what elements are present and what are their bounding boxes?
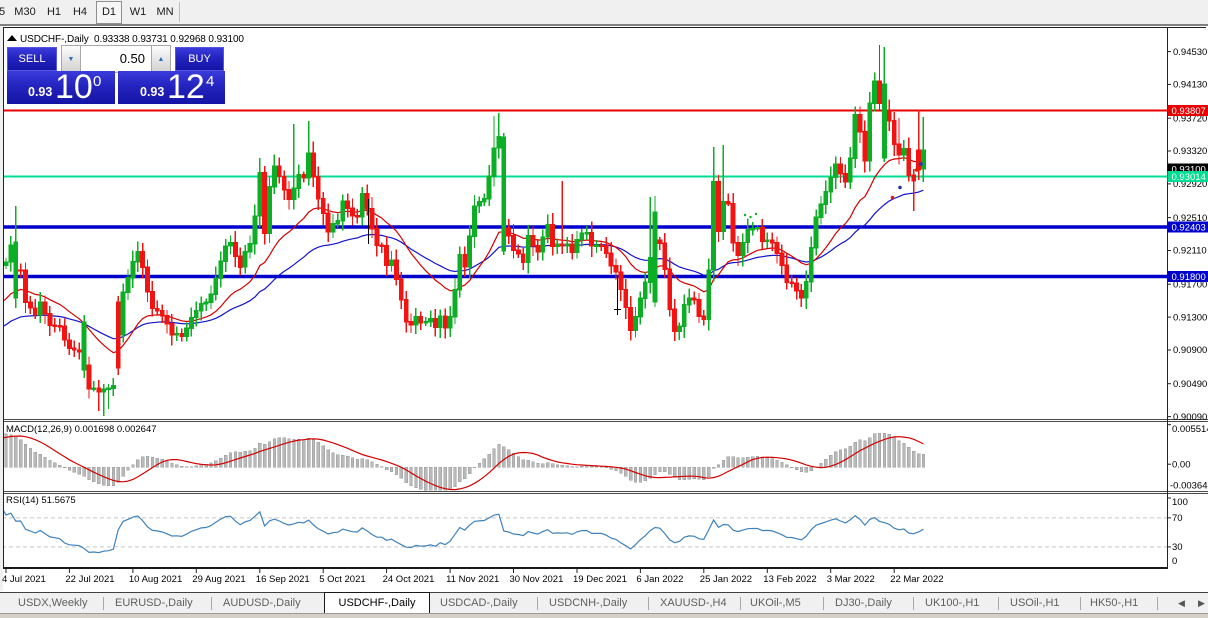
svg-text:0.92510: 0.92510 — [1173, 213, 1207, 224]
svg-text:0.93720: 0.93720 — [1173, 113, 1207, 124]
svg-text:3 Mar 2022: 3 Mar 2022 — [827, 574, 875, 585]
svg-text:0.91800: 0.91800 — [1172, 272, 1206, 283]
svg-text:0.91700: 0.91700 — [1173, 279, 1207, 290]
svg-text:6 Jan 2022: 6 Jan 2022 — [636, 574, 683, 585]
svg-text:0.92110: 0.92110 — [1173, 246, 1207, 257]
svg-text:0.92403: 0.92403 — [1172, 222, 1206, 233]
svg-text:22 Mar 2022: 22 Mar 2022 — [890, 574, 943, 585]
svg-text:5 Oct 2021: 5 Oct 2021 — [319, 574, 365, 585]
svg-text:24 Oct 2021: 24 Oct 2021 — [383, 574, 435, 585]
svg-text:0.93320: 0.93320 — [1173, 146, 1207, 157]
svg-text:0.90090: 0.90090 — [1173, 412, 1207, 423]
svg-text:0.005514: 0.005514 — [1172, 424, 1208, 435]
svg-text:0.90490: 0.90490 — [1173, 379, 1207, 390]
svg-text:13 Feb 2022: 13 Feb 2022 — [763, 574, 816, 585]
svg-text:29 Aug 2021: 29 Aug 2021 — [192, 574, 245, 585]
svg-text:16 Sep 2021: 16 Sep 2021 — [256, 574, 310, 585]
svg-text:30 Nov 2021: 30 Nov 2021 — [510, 574, 564, 585]
svg-text:25 Jan 2022: 25 Jan 2022 — [700, 574, 752, 585]
svg-text:0.91300: 0.91300 — [1173, 312, 1207, 323]
svg-text:-0.003642: -0.003642 — [1170, 480, 1208, 491]
svg-text:30: 30 — [1172, 542, 1183, 553]
svg-text:0.92920: 0.92920 — [1173, 179, 1207, 190]
svg-text:RSI(14) 51.5675: RSI(14) 51.5675 — [6, 495, 76, 506]
svg-text:11 Nov 2021: 11 Nov 2021 — [446, 574, 499, 585]
svg-text:19 Dec 2021: 19 Dec 2021 — [573, 574, 627, 585]
svg-text:0.93014: 0.93014 — [1172, 172, 1206, 183]
svg-text:0.94530: 0.94530 — [1173, 47, 1207, 58]
svg-text:0.00: 0.00 — [1172, 459, 1191, 470]
svg-text:70: 70 — [1172, 513, 1183, 524]
svg-text:10 Aug 2021: 10 Aug 2021 — [129, 574, 182, 585]
svg-text:MACD(12,26,9) 0.001698 0.00264: MACD(12,26,9) 0.001698 0.002647 — [6, 424, 157, 435]
svg-text:0.93100: 0.93100 — [1172, 164, 1206, 175]
svg-text:0.94130: 0.94130 — [1173, 80, 1207, 91]
svg-text:0: 0 — [1172, 556, 1177, 567]
svg-text:4 Jul 2021: 4 Jul 2021 — [2, 574, 46, 585]
svg-text:0.93807: 0.93807 — [1172, 106, 1206, 117]
svg-text:100: 100 — [1172, 497, 1188, 508]
svg-text:22 Jul 2021: 22 Jul 2021 — [65, 574, 114, 585]
svg-text:0.90900: 0.90900 — [1173, 345, 1207, 356]
